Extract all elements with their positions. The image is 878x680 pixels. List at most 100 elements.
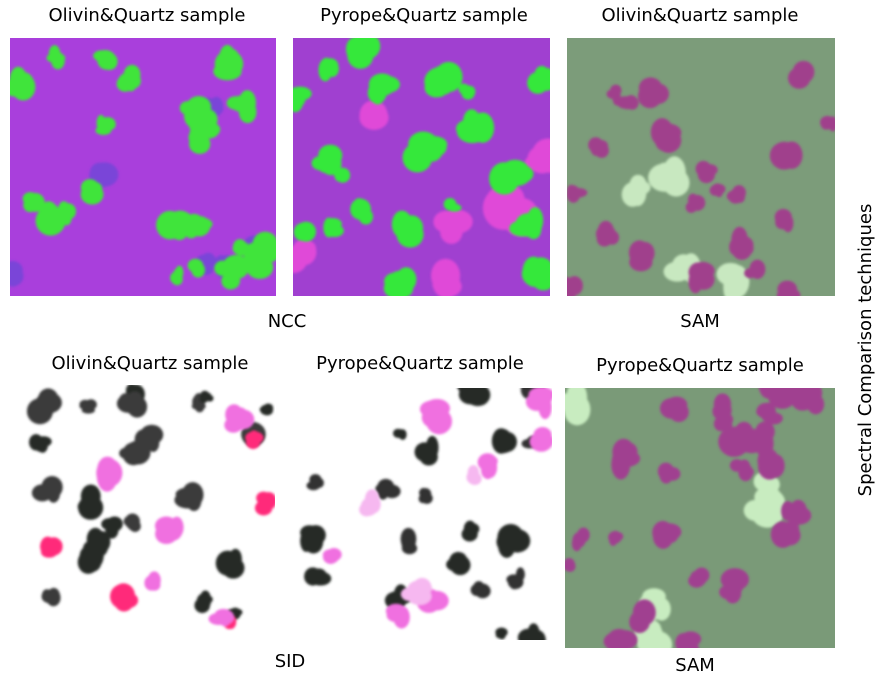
blob: [755, 421, 774, 442]
blob: [419, 488, 428, 498]
blob: [442, 210, 473, 234]
blob: [732, 428, 754, 453]
blob: [702, 164, 717, 175]
blob: [738, 460, 750, 476]
blob: [51, 52, 65, 70]
blob: [593, 140, 608, 151]
blob: [197, 593, 211, 609]
blob: [693, 199, 704, 209]
blob: [2, 261, 23, 279]
blob: [529, 387, 555, 403]
blob: [715, 410, 726, 421]
blob: [465, 384, 490, 407]
blob: [101, 118, 115, 131]
blob: [489, 162, 519, 194]
blob: [187, 490, 202, 511]
blob: [712, 184, 726, 194]
blob: [223, 49, 239, 68]
blob: [384, 273, 404, 290]
blob: [653, 524, 673, 549]
blob: [457, 119, 488, 143]
blob: [453, 552, 467, 570]
side-label: Spectral Comparison techniques: [855, 204, 876, 497]
blob: [788, 67, 810, 88]
blob: [723, 267, 748, 294]
blob: [106, 516, 122, 531]
blob: [498, 632, 505, 639]
blob: [365, 489, 380, 511]
blob: [118, 592, 138, 608]
blob: [735, 192, 745, 203]
group-label: SID: [275, 651, 306, 672]
panel-caption: Pyrope&Quartz sample: [596, 355, 804, 376]
blob: [40, 204, 60, 228]
blob: [648, 84, 669, 104]
blob: [464, 521, 477, 538]
blob: [781, 288, 794, 302]
panel-caption: Olivin&Quartz sample: [52, 353, 249, 374]
blob: [461, 85, 473, 96]
blob: [124, 68, 138, 91]
blob: [304, 530, 323, 553]
panel-caption: Olivin&Quartz sample: [602, 5, 799, 26]
blob: [41, 547, 57, 558]
blob: [25, 200, 43, 212]
blob: [607, 89, 621, 99]
blob: [148, 571, 161, 588]
blob: [227, 96, 245, 109]
blob: [625, 95, 637, 107]
blob: [310, 477, 320, 486]
blob: [567, 185, 576, 196]
blob: [233, 241, 250, 255]
blob: [199, 395, 208, 403]
blob: [770, 142, 799, 170]
blob: [563, 563, 573, 570]
blob: [399, 218, 422, 242]
blob: [805, 381, 821, 406]
blob: [46, 589, 60, 606]
blob: [184, 103, 206, 128]
blob: [96, 459, 122, 487]
blob: [420, 449, 438, 466]
blob: [629, 611, 650, 633]
blob: [397, 429, 404, 438]
blob: [663, 399, 683, 418]
blob: [609, 533, 618, 546]
blob: [167, 211, 194, 236]
blob: [233, 410, 255, 430]
blob: [498, 532, 515, 558]
blob: [645, 631, 673, 658]
blob: [298, 241, 316, 257]
blob: [422, 407, 445, 428]
blob: [383, 485, 400, 498]
blob: [218, 610, 234, 625]
blob: [413, 578, 432, 597]
blob: [125, 513, 140, 529]
blob: [726, 571, 744, 594]
blob: [119, 447, 140, 460]
blob: [616, 632, 630, 649]
blob: [365, 105, 381, 124]
blob: [294, 223, 311, 241]
blob: [78, 551, 99, 574]
group-label: SAM: [675, 655, 715, 676]
blob: [260, 406, 271, 413]
blob: [321, 58, 333, 72]
blob: [393, 606, 410, 629]
blob: [564, 394, 591, 425]
blob: [629, 240, 650, 264]
blob: [323, 218, 334, 238]
blob: [626, 180, 650, 195]
blob: [821, 121, 832, 130]
blob: [81, 179, 99, 196]
blob: [790, 500, 807, 524]
blob: [468, 465, 480, 480]
blob: [246, 255, 273, 279]
blob: [368, 82, 387, 103]
panel-caption: Pyrope&Quartz sample: [320, 5, 528, 26]
blob: [311, 572, 332, 586]
blob: [245, 431, 263, 444]
blob: [191, 262, 205, 277]
blob: [79, 400, 90, 409]
blob: [432, 276, 457, 293]
